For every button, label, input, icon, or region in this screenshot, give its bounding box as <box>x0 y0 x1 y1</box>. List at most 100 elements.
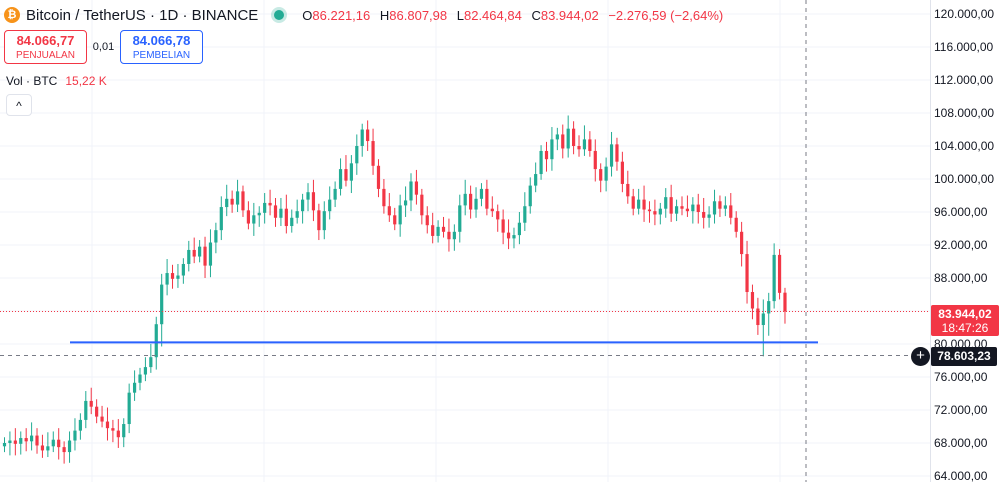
candle-body <box>669 197 673 214</box>
candle-body <box>723 205 727 209</box>
crosshair-price-label: 78.603,23 <box>931 347 997 366</box>
candle-body <box>349 163 353 181</box>
candle-body <box>225 198 229 208</box>
candle-body <box>674 206 679 214</box>
candle-body <box>761 313 765 326</box>
candle-body <box>230 198 234 205</box>
price-tick-label: 96.000,00 <box>934 205 988 219</box>
candle-body <box>653 211 657 215</box>
open-label: O <box>302 7 313 23</box>
candle-body <box>84 400 88 420</box>
add-plus-icon[interactable]: + <box>911 347 930 366</box>
candle-body <box>767 301 771 314</box>
candle-body <box>273 205 278 218</box>
candle-body <box>658 208 662 215</box>
candle-body <box>550 139 554 160</box>
change-value: −2.276,59 (−2,64%) <box>608 7 724 23</box>
candle-body <box>403 200 408 206</box>
candle-body <box>252 215 256 224</box>
candle-body <box>116 430 120 438</box>
candle-body <box>474 198 478 210</box>
candle-body <box>73 430 77 441</box>
candle-body <box>111 428 115 431</box>
volume-legend[interactable]: Vol · BTC 15,22 K <box>6 74 107 88</box>
candle-body <box>398 205 402 225</box>
candle-body <box>105 421 110 429</box>
candle-body <box>637 199 641 209</box>
candle-body <box>187 249 191 264</box>
candle-body <box>311 192 316 211</box>
candle-body <box>642 199 646 210</box>
collapse-legend-button[interactable]: ^ <box>6 94 32 116</box>
candle-body <box>447 231 451 240</box>
candle-body <box>441 226 446 232</box>
candle-body <box>57 439 61 448</box>
candle-body <box>604 166 608 181</box>
candle-body <box>696 204 700 212</box>
candle-body <box>19 438 23 444</box>
candle-body <box>409 181 413 201</box>
candle-body <box>534 174 538 186</box>
candle-body <box>496 211 500 220</box>
candle-body <box>376 165 381 189</box>
candle-body <box>772 254 776 302</box>
candle-body <box>62 447 66 453</box>
candle-body <box>30 435 34 442</box>
candle-body <box>295 211 299 218</box>
candle-body <box>783 292 787 312</box>
candle-body <box>192 249 196 257</box>
buy-button[interactable]: 84.066,78 PEMBELIAN <box>120 30 203 64</box>
candle-body <box>149 357 153 368</box>
market-status-dot-icon[interactable] <box>274 10 285 20</box>
symbol-title[interactable]: Bitcoin / TetherUS · 1D · BINANCE <box>26 6 259 24</box>
price-tick-label: 116.000,00 <box>934 40 994 54</box>
candle-body <box>523 206 527 223</box>
candle-body <box>382 188 386 207</box>
chevron-up-icon: ^ <box>16 99 22 113</box>
volume-label: Vol · BTC <box>6 74 58 88</box>
sell-button[interactable]: 84.066,77 PENJUALAN <box>4 30 87 64</box>
price-tick-label: 92.000,00 <box>934 238 988 252</box>
candle-body <box>301 199 305 212</box>
candle-body <box>160 284 164 325</box>
price-tick-label: 112.000,00 <box>934 73 994 87</box>
candle-body <box>777 254 782 293</box>
price-tick-label: 120.000,00 <box>934 7 995 21</box>
bitcoin-logo-icon: ₿ <box>4 7 20 23</box>
buy-label: PEMBELIAN <box>132 50 191 62</box>
candle-body <box>333 188 337 200</box>
candle-body <box>577 146 581 150</box>
candle-body <box>176 275 180 279</box>
price-tick-label: 72.000,00 <box>934 403 988 417</box>
candle-body <box>257 212 261 216</box>
candle-body <box>588 139 592 151</box>
candle-body <box>479 188 484 199</box>
candle-body <box>35 435 39 446</box>
candle-body <box>317 210 321 231</box>
candle-body <box>555 134 559 140</box>
candle-body <box>528 185 532 207</box>
candle-body <box>566 128 570 149</box>
candle-body <box>67 440 72 453</box>
candle-body <box>756 308 760 326</box>
candle-body <box>506 232 511 239</box>
candle-body <box>322 211 326 231</box>
candle-body <box>393 215 397 225</box>
candle-body <box>208 242 213 266</box>
candle-body <box>420 194 424 216</box>
chart-header: ₿ Bitcoin / TetherUS · 1D · BINANCE O86.… <box>4 4 723 26</box>
candle-body <box>263 202 267 213</box>
close-value: 83.944,02 <box>540 7 599 23</box>
candle-body <box>371 141 375 166</box>
price-tick-label: 108.000,00 <box>934 106 995 120</box>
buy-price: 84.066,78 <box>132 33 191 48</box>
candle-body <box>582 139 587 150</box>
candle-body <box>24 438 28 442</box>
sell-label: PENJUALAN <box>16 50 75 62</box>
candle-body <box>664 197 668 209</box>
candle-body <box>593 150 597 170</box>
candle-body <box>599 169 603 181</box>
price-scale[interactable] <box>930 0 1008 482</box>
candle-body <box>501 219 505 233</box>
